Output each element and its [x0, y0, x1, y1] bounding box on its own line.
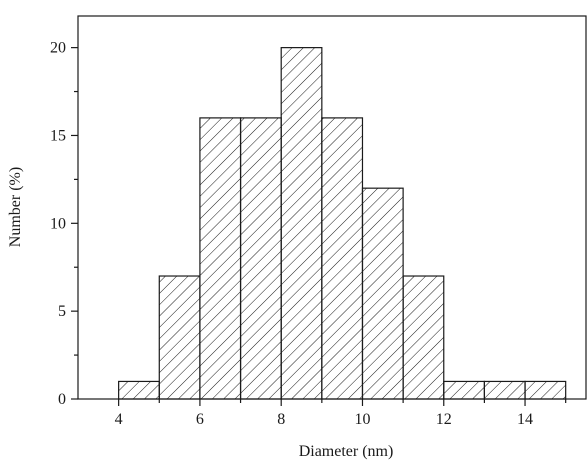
y-tick-label: 15 [50, 127, 66, 144]
histogram-bar [239, 117, 282, 400]
histogram-bar [443, 380, 486, 400]
y-tick-label: 5 [58, 303, 66, 320]
histogram-bar [524, 380, 567, 400]
y-axis-label: Number (%) [7, 167, 24, 247]
histogram-bar [361, 187, 404, 400]
x-tick-label: 12 [436, 411, 452, 428]
plot-frame [77, 15, 587, 400]
x-axis-ticks: 4 6 8 10 12 14 [115, 399, 567, 428]
histogram-bar [321, 117, 364, 400]
x-tick-label: 8 [277, 411, 285, 428]
x-tick-label: 14 [517, 411, 533, 428]
y-tick-label: 0 [58, 391, 66, 408]
histogram-bar [483, 380, 526, 400]
y-tick-label: 20 [50, 40, 66, 57]
histogram-bars [118, 47, 567, 400]
x-tick-label: 4 [115, 411, 123, 428]
x-tick-label: 10 [354, 411, 370, 428]
y-tick-label: 10 [50, 215, 66, 232]
y-axis-ticks: 0 5 10 15 20 [50, 40, 78, 408]
histogram-bar [280, 47, 323, 400]
histogram-bar [118, 380, 160, 400]
histogram-bar [158, 275, 201, 400]
x-axis-label: Diameter (nm) [299, 443, 394, 460]
histogram-bar [199, 117, 242, 400]
histogram-bar [402, 275, 445, 400]
x-tick-label: 6 [196, 411, 204, 428]
